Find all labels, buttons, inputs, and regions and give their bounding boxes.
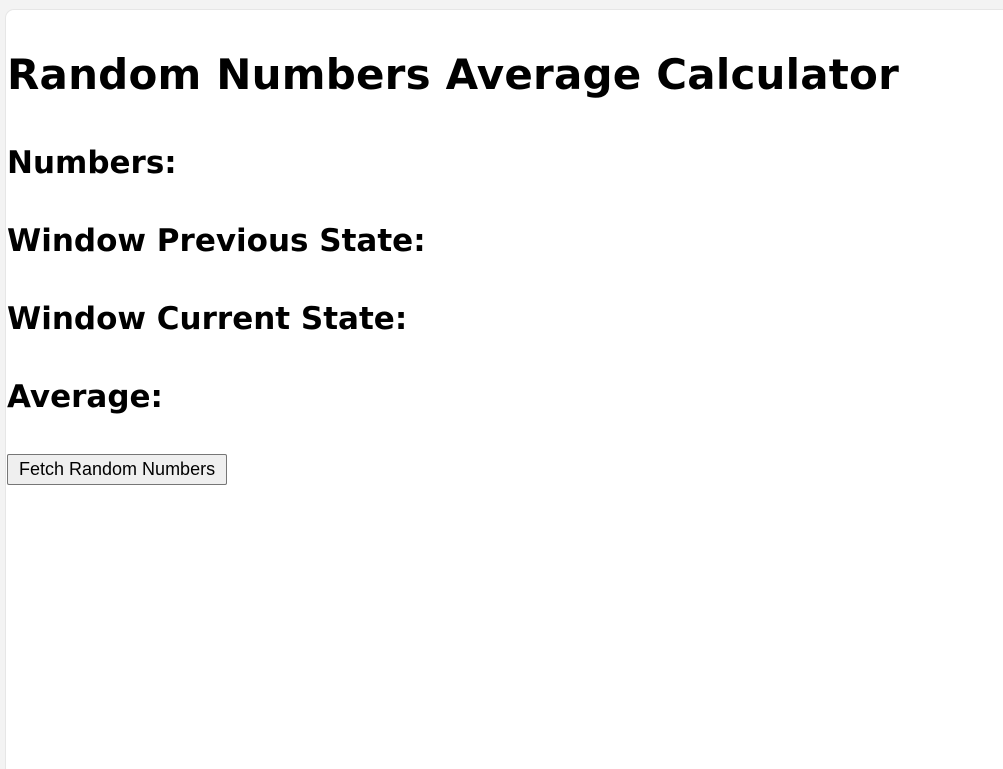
- page-title: Random Numbers Average Calculator: [7, 50, 900, 99]
- window-current-state-heading: Window Current State:: [7, 301, 408, 337]
- average-heading: Average:: [7, 379, 163, 415]
- browser-viewport: Random Numbers Average Calculator Number…: [5, 9, 1003, 769]
- window-previous-state-heading: Window Previous State:: [7, 223, 426, 259]
- numbers-heading: Numbers:: [7, 145, 177, 181]
- fetch-random-numbers-button[interactable]: Fetch Random Numbers: [7, 454, 228, 485]
